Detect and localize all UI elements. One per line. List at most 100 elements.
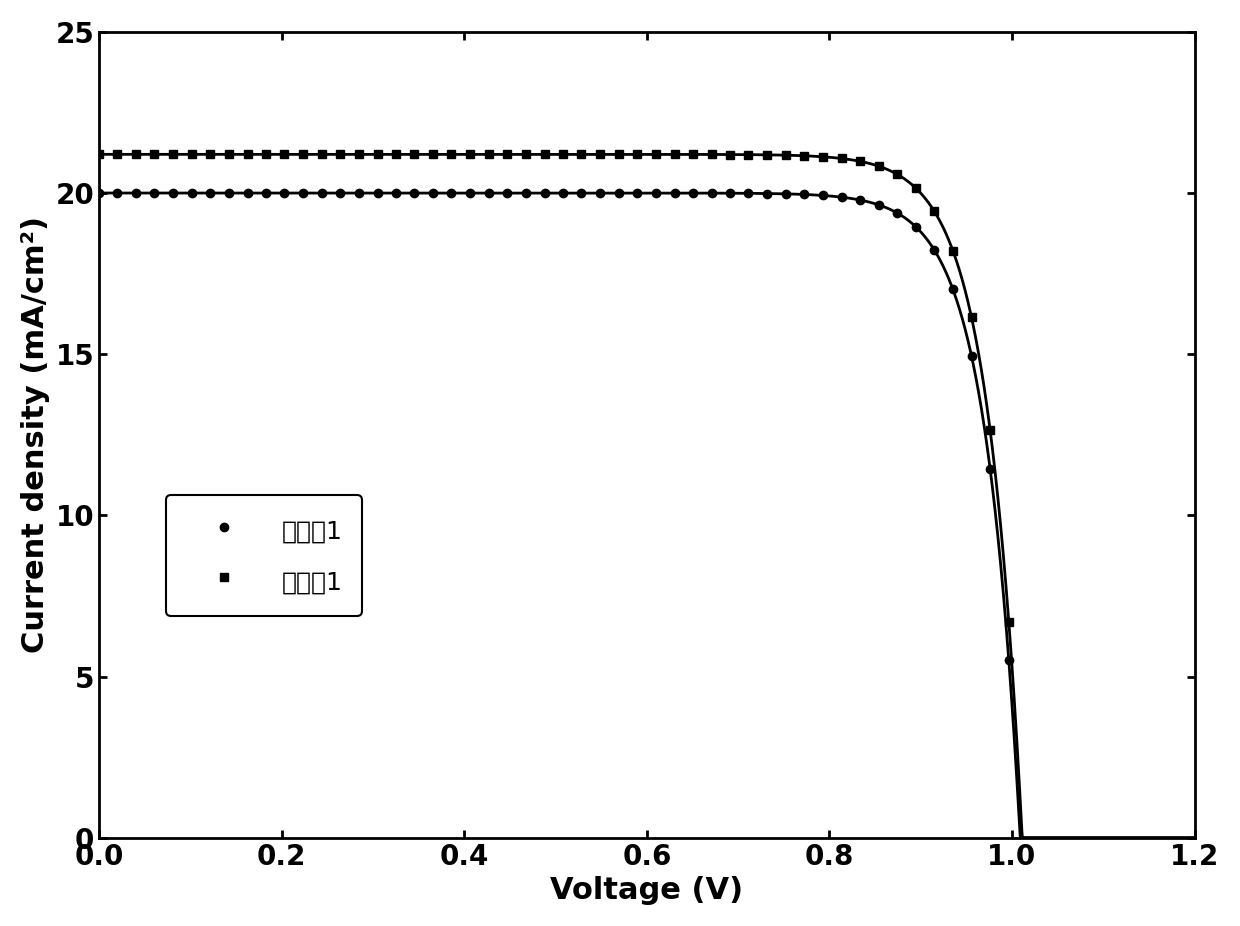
实施例1 — [370, 149, 384, 160]
实施例1 — [723, 149, 738, 160]
实施例1 — [686, 149, 701, 160]
实施例1 — [945, 245, 960, 257]
对比例1 — [518, 187, 533, 198]
实施例1 — [983, 425, 998, 436]
对比例1 — [889, 207, 904, 219]
实施例1 — [779, 150, 794, 161]
X-axis label: Voltage (V): Voltage (V) — [551, 876, 744, 906]
实施例1 — [351, 149, 366, 160]
实施例1 — [926, 206, 941, 217]
对比例1 — [92, 187, 107, 198]
对比例1 — [166, 187, 181, 198]
对比例1 — [779, 188, 794, 199]
实施例1 — [500, 149, 515, 160]
实施例1 — [425, 149, 440, 160]
对比例1 — [872, 199, 887, 210]
对比例1 — [686, 188, 701, 199]
对比例1 — [222, 187, 237, 198]
实施例1 — [556, 149, 570, 160]
对比例1 — [332, 187, 347, 198]
对比例1 — [351, 187, 366, 198]
实施例1 — [537, 149, 552, 160]
实施例1 — [742, 149, 756, 160]
对比例1 — [556, 187, 570, 198]
Y-axis label: Current density (mA/cm²): Current density (mA/cm²) — [21, 217, 50, 653]
实施例1 — [463, 149, 477, 160]
对比例1 — [853, 194, 868, 206]
实施例1 — [277, 149, 291, 160]
对比例1 — [241, 187, 255, 198]
Line: 对比例1: 对比例1 — [95, 189, 1013, 664]
实施例1 — [908, 182, 923, 194]
对比例1 — [926, 244, 941, 256]
实施例1 — [166, 149, 181, 160]
对比例1 — [500, 187, 515, 198]
实施例1 — [332, 149, 347, 160]
对比例1 — [742, 188, 756, 199]
实施例1 — [816, 151, 831, 162]
对比例1 — [611, 187, 626, 198]
实施例1 — [872, 161, 887, 172]
实施例1 — [593, 149, 608, 160]
对比例1 — [425, 187, 440, 198]
对比例1 — [185, 187, 200, 198]
对比例1 — [723, 188, 738, 199]
实施例1 — [1002, 616, 1017, 627]
对比例1 — [816, 190, 831, 201]
对比例1 — [630, 187, 645, 198]
对比例1 — [908, 221, 923, 232]
对比例1 — [945, 283, 960, 294]
对比例1 — [148, 187, 162, 198]
实施例1 — [667, 149, 682, 160]
对比例1 — [537, 187, 552, 198]
对比例1 — [835, 192, 849, 203]
实施例1 — [110, 149, 125, 160]
实施例1 — [481, 149, 496, 160]
实施例1 — [518, 149, 533, 160]
对比例1 — [704, 188, 719, 199]
对比例1 — [463, 187, 477, 198]
实施例1 — [574, 149, 589, 160]
实施例1 — [314, 149, 329, 160]
实施例1 — [203, 149, 218, 160]
对比例1 — [593, 187, 608, 198]
实施例1 — [222, 149, 237, 160]
对比例1 — [667, 187, 682, 198]
实施例1 — [444, 149, 459, 160]
对比例1 — [370, 187, 384, 198]
Line: 实施例1: 实施例1 — [95, 150, 1013, 626]
实施例1 — [611, 149, 626, 160]
对比例1 — [295, 187, 310, 198]
对比例1 — [258, 187, 273, 198]
对比例1 — [110, 187, 125, 198]
实施例1 — [295, 149, 310, 160]
对比例1 — [649, 187, 663, 198]
Legend: 对比例1, 实施例1: 对比例1, 实施例1 — [166, 495, 362, 616]
对比例1 — [314, 187, 329, 198]
实施例1 — [630, 149, 645, 160]
实施例1 — [649, 149, 663, 160]
实施例1 — [797, 150, 812, 161]
实施例1 — [241, 149, 255, 160]
实施例1 — [185, 149, 200, 160]
对比例1 — [760, 188, 775, 199]
对比例1 — [797, 189, 812, 200]
实施例1 — [129, 149, 144, 160]
实施例1 — [148, 149, 162, 160]
对比例1 — [983, 463, 998, 474]
对比例1 — [574, 187, 589, 198]
实施例1 — [963, 312, 978, 323]
对比例1 — [963, 351, 978, 362]
对比例1 — [407, 187, 422, 198]
实施例1 — [407, 149, 422, 160]
实施例1 — [258, 149, 273, 160]
实施例1 — [835, 153, 849, 164]
对比例1 — [388, 187, 403, 198]
实施例1 — [889, 169, 904, 180]
对比例1 — [444, 187, 459, 198]
实施例1 — [704, 149, 719, 160]
对比例1 — [1002, 655, 1017, 666]
对比例1 — [129, 187, 144, 198]
对比例1 — [481, 187, 496, 198]
对比例1 — [203, 187, 218, 198]
